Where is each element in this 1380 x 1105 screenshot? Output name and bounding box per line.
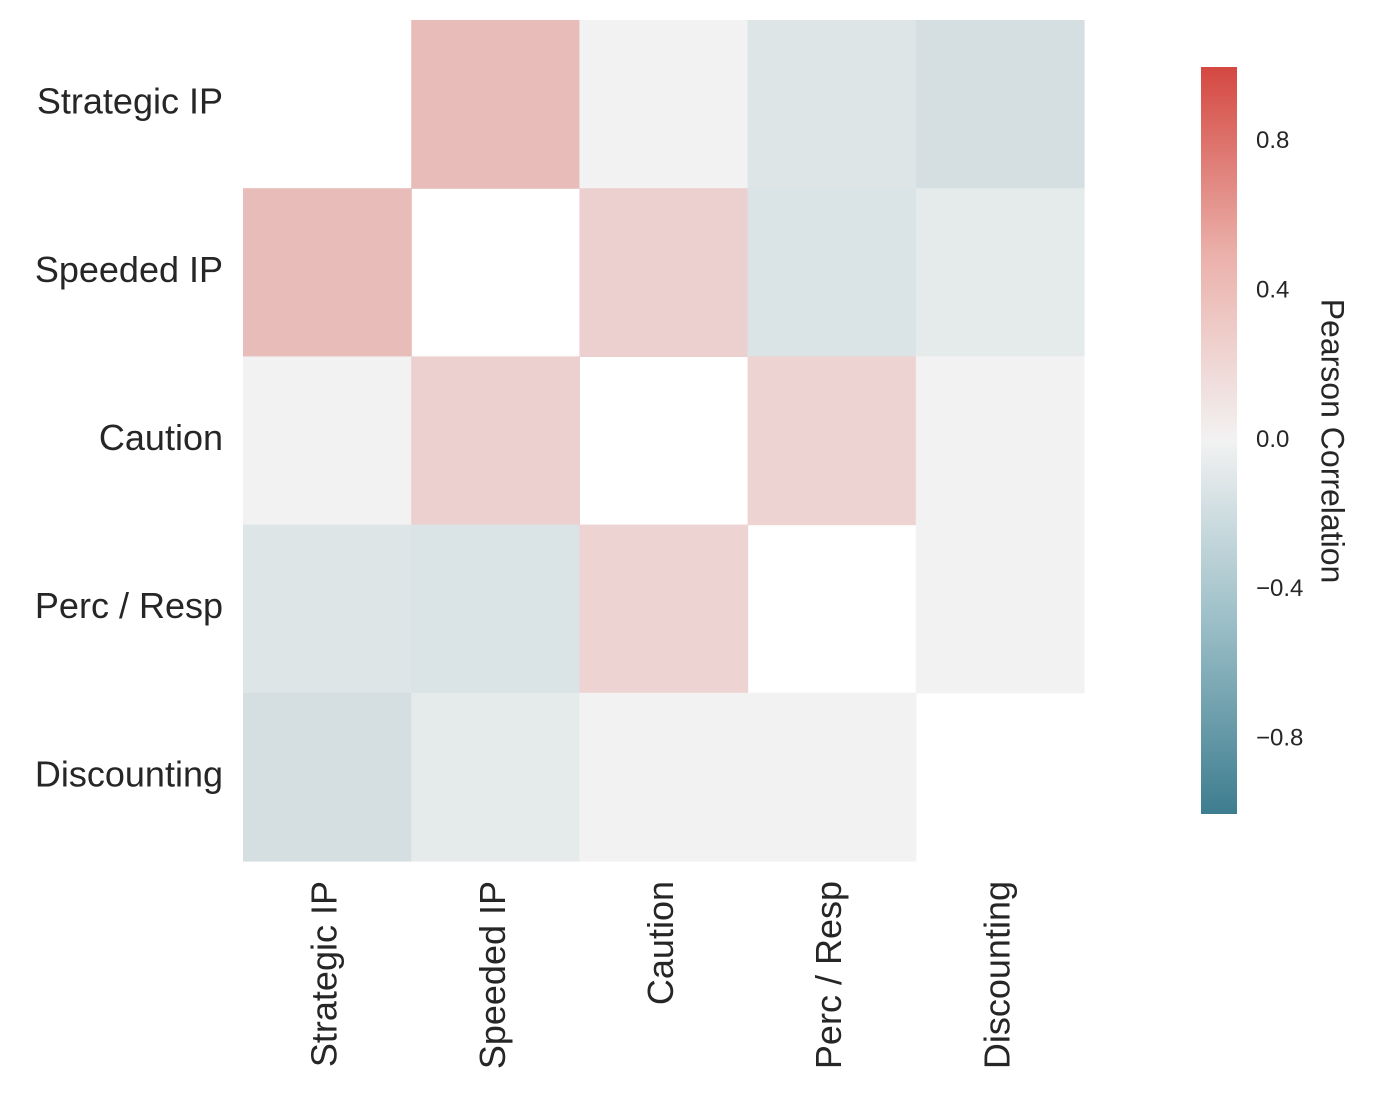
heatmap-cell	[411, 356, 580, 526]
heatmap-cells	[243, 20, 1085, 862]
colorbar: 0.8 0.4 0.0 −0.4 −0.8 Pearson Correlation	[1201, 67, 1351, 814]
colorbar-ticks: 0.8 0.4 0.0 −0.4 −0.8	[1256, 127, 1303, 752]
colorbar-tick-label: −0.4	[1256, 575, 1303, 602]
colorbar-tick-label: 0.4	[1256, 276, 1289, 303]
heatmap-cell	[243, 356, 412, 526]
heatmap-cell	[243, 524, 412, 694]
heatmap-cell	[579, 188, 749, 357]
row-label: Perc / Resp	[35, 585, 223, 626]
heatmap-cell	[579, 692, 749, 862]
heatmap-cell	[747, 188, 917, 357]
heatmap-cell	[747, 356, 917, 526]
column-label: Strategic IP	[304, 881, 345, 1067]
row-label: Caution	[99, 417, 223, 458]
heatmap-cell	[579, 524, 749, 694]
heatmap-cell	[915, 20, 1085, 189]
column-label: Perc / Resp	[808, 881, 849, 1069]
heatmap-cell	[411, 524, 580, 694]
colorbar-tick-label: 0.0	[1256, 426, 1289, 453]
column-labels: Strategic IP Speeded IP Caution Perc / Resp…	[304, 881, 1018, 1069]
column-label: Caution	[640, 881, 681, 1005]
heatmap-cell	[243, 692, 412, 862]
colorbar-label: Pearson Correlation	[1315, 299, 1351, 584]
heatmap-cell	[747, 20, 917, 189]
colorbar-gradient	[1201, 67, 1237, 814]
heatmap-cell	[579, 20, 749, 189]
heatmap-cell	[915, 356, 1085, 526]
row-labels: Strategic IP Speeded IP Caution Perc / Resp…	[35, 81, 223, 795]
heatmap-cell	[915, 188, 1085, 357]
column-label: Discounting	[976, 881, 1017, 1069]
row-label: Strategic IP	[37, 81, 223, 122]
heatmap-cell	[243, 188, 412, 357]
heatmap-cell	[411, 20, 580, 189]
row-label: Discounting	[35, 753, 223, 794]
colorbar-tick-label: −0.8	[1256, 725, 1303, 752]
heatmap-cell	[411, 692, 580, 862]
colorbar-tick-label: 0.8	[1256, 127, 1289, 154]
column-label: Speeded IP	[472, 881, 513, 1069]
heatmap-cell	[747, 692, 917, 862]
row-label: Speeded IP	[35, 249, 223, 290]
heatmap-cell	[915, 524, 1085, 694]
